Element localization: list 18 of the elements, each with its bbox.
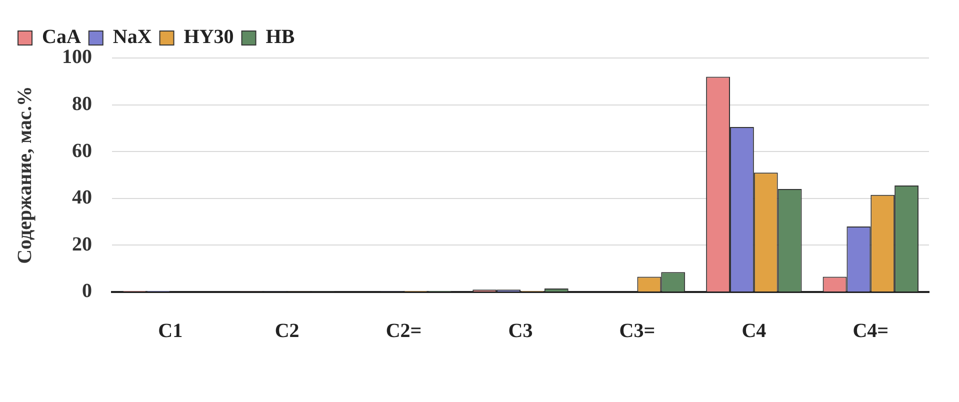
x-tick-label: C3 <box>508 320 533 342</box>
x-tick-label: C2= <box>386 320 422 342</box>
y-tick-label: 20 <box>72 233 92 256</box>
x-tick-label: C4 <box>742 320 766 342</box>
x-tick-label: C4= <box>852 320 889 342</box>
y-tick-label: 40 <box>72 186 92 209</box>
y-tick-label: 60 <box>72 140 92 162</box>
x-tick-label: C3= <box>619 320 656 342</box>
y-tick-label: 100 <box>62 46 92 68</box>
x-tick-label: C1 <box>158 320 183 342</box>
legend-label: CaA <box>42 26 82 48</box>
y-tick-label: 80 <box>72 92 92 115</box>
legend-label: NaX <box>112 26 152 48</box>
y-axis-title: Содержание, мас.% <box>14 86 36 264</box>
x-tick-label: C2 <box>274 320 300 342</box>
legend-label: HB <box>266 26 295 48</box>
y-tick-label: 0 <box>82 280 92 302</box>
legend-label: HY30 <box>184 26 234 48</box>
